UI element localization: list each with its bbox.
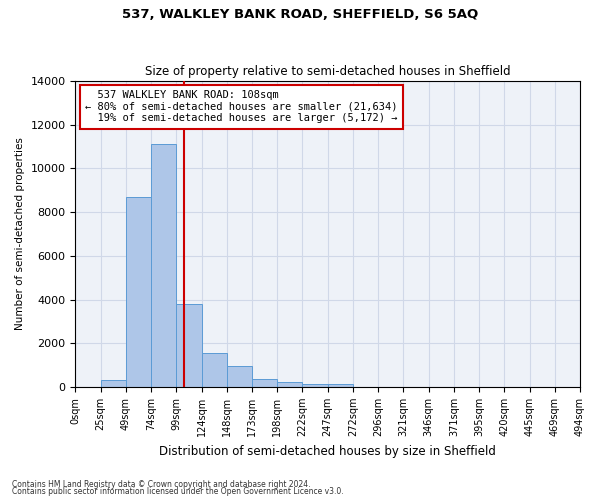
Bar xyxy=(151,144,176,387)
Bar xyxy=(252,378,277,387)
Bar xyxy=(277,382,302,387)
Bar xyxy=(126,197,151,387)
Bar xyxy=(302,384,328,387)
Bar xyxy=(227,366,252,387)
Bar xyxy=(101,380,126,387)
Bar xyxy=(328,384,353,387)
Title: Size of property relative to semi-detached houses in Sheffield: Size of property relative to semi-detach… xyxy=(145,66,511,78)
Text: 537 WALKLEY BANK ROAD: 108sqm
← 80% of semi-detached houses are smaller (21,634): 537 WALKLEY BANK ROAD: 108sqm ← 80% of s… xyxy=(85,90,398,124)
X-axis label: Distribution of semi-detached houses by size in Sheffield: Distribution of semi-detached houses by … xyxy=(159,444,496,458)
Text: 537, WALKLEY BANK ROAD, SHEFFIELD, S6 5AQ: 537, WALKLEY BANK ROAD, SHEFFIELD, S6 5A… xyxy=(122,8,478,20)
Bar xyxy=(176,304,202,387)
Text: Contains HM Land Registry data © Crown copyright and database right 2024.: Contains HM Land Registry data © Crown c… xyxy=(12,480,311,489)
Text: Contains public sector information licensed under the Open Government Licence v3: Contains public sector information licen… xyxy=(12,487,344,496)
Y-axis label: Number of semi-detached properties: Number of semi-detached properties xyxy=(15,138,25,330)
Bar xyxy=(202,353,227,387)
